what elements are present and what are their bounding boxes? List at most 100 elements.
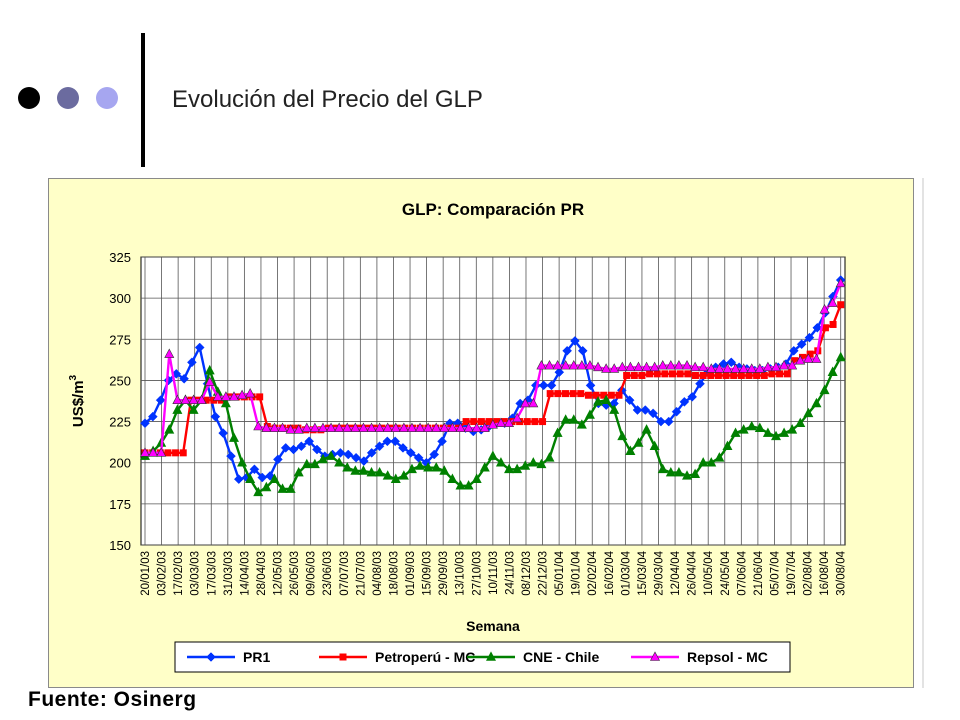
slide-title: Evolución del Precio del GLP xyxy=(172,86,483,113)
data-point xyxy=(280,443,291,453)
data-point xyxy=(309,422,320,432)
x-tick-label: 07/06/04 xyxy=(736,550,748,595)
data-point xyxy=(164,449,172,457)
data-point xyxy=(406,422,417,432)
data-point xyxy=(577,345,588,356)
data-point xyxy=(607,391,615,399)
data-point xyxy=(795,355,806,365)
data-point xyxy=(382,470,393,480)
data-point xyxy=(194,342,205,353)
data-point xyxy=(495,417,506,428)
data-point xyxy=(261,481,272,492)
data-point xyxy=(837,301,845,309)
x-tick-label: 28/04/03 xyxy=(256,551,268,596)
data-point xyxy=(562,345,572,356)
x-tick-label: 30/08/04 xyxy=(836,550,848,595)
data-point xyxy=(301,422,312,432)
data-point xyxy=(212,391,223,401)
data-point xyxy=(690,361,701,372)
data-point xyxy=(447,473,458,483)
x-tick-label: 13/10/03 xyxy=(455,551,467,596)
data-point xyxy=(798,353,806,361)
data-point xyxy=(256,393,264,401)
data-point xyxy=(771,361,781,372)
data-point xyxy=(463,480,474,490)
data-point xyxy=(691,371,699,379)
x-tick-label: 22/12/03 xyxy=(538,551,550,596)
data-point xyxy=(520,460,531,470)
data-point xyxy=(269,473,280,483)
data-point xyxy=(366,422,377,432)
data-point xyxy=(423,462,434,472)
bullet-dot-lavender xyxy=(96,87,118,109)
data-point xyxy=(172,394,183,404)
data-point xyxy=(812,322,823,333)
data-point xyxy=(649,361,660,372)
data-point xyxy=(585,380,596,391)
data-point xyxy=(233,474,244,485)
data-point xyxy=(754,422,765,432)
data-point xyxy=(804,332,815,343)
data-point xyxy=(317,453,328,464)
series-repsol-mc xyxy=(140,277,846,457)
bullet-decoration xyxy=(0,0,140,200)
data-point xyxy=(768,370,776,378)
data-point xyxy=(665,359,676,370)
x-tick-label: 26/05/03 xyxy=(289,551,301,596)
data-point xyxy=(523,418,531,426)
data-point xyxy=(288,444,299,455)
data-point xyxy=(714,371,722,379)
x-tick-label: 07/07/03 xyxy=(339,551,351,596)
data-point xyxy=(560,359,571,370)
data-point xyxy=(479,462,490,472)
data-point xyxy=(649,440,660,451)
data-point xyxy=(722,440,733,451)
legend-label: Petroperú - MC xyxy=(375,649,475,665)
data-point xyxy=(546,380,557,391)
data-point xyxy=(569,390,577,398)
data-point xyxy=(172,449,180,457)
data-point xyxy=(447,422,458,432)
data-point xyxy=(406,463,417,474)
data-point xyxy=(342,462,353,472)
data-point xyxy=(609,363,620,373)
x-tick-label: 17/02/03 xyxy=(173,551,185,596)
data-point xyxy=(561,390,569,398)
data-point xyxy=(415,460,426,470)
x-tick-label: 14/04/03 xyxy=(239,551,251,596)
data-point xyxy=(350,422,361,432)
data-point xyxy=(334,422,345,432)
data-point xyxy=(538,380,549,391)
data-point xyxy=(366,447,377,458)
data-point xyxy=(641,361,652,372)
data-point xyxy=(584,409,595,419)
data-point xyxy=(147,411,158,422)
y-tick-label: 300 xyxy=(109,291,131,306)
data-point xyxy=(512,412,523,423)
line-chart: GLP: Comparación PR 150 175 200 225 250 275 300… xyxy=(68,200,848,673)
data-point xyxy=(398,470,409,480)
data-point xyxy=(520,397,531,408)
source-note: Fuente: Osinerg xyxy=(28,688,197,711)
chart-title: GLP: Comparación PR xyxy=(402,200,584,219)
data-point xyxy=(676,370,684,378)
data-point xyxy=(382,422,393,432)
data-point xyxy=(277,483,288,493)
data-point xyxy=(504,417,515,428)
x-tick-label: 19/07/04 xyxy=(786,550,798,595)
x-tick-label: 09/06/03 xyxy=(306,551,318,596)
data-point xyxy=(253,420,264,431)
data-point xyxy=(455,480,466,490)
data-point xyxy=(819,304,830,314)
x-tick-label: 05/07/04 xyxy=(769,550,781,595)
data-point xyxy=(188,394,199,404)
data-point xyxy=(343,449,354,460)
data-point xyxy=(405,447,416,458)
data-point xyxy=(277,422,288,432)
data-point xyxy=(737,371,745,379)
data-point xyxy=(202,396,210,404)
data-point xyxy=(495,457,506,467)
data-point xyxy=(226,451,236,461)
data-point xyxy=(633,361,644,372)
data-point xyxy=(210,411,221,422)
